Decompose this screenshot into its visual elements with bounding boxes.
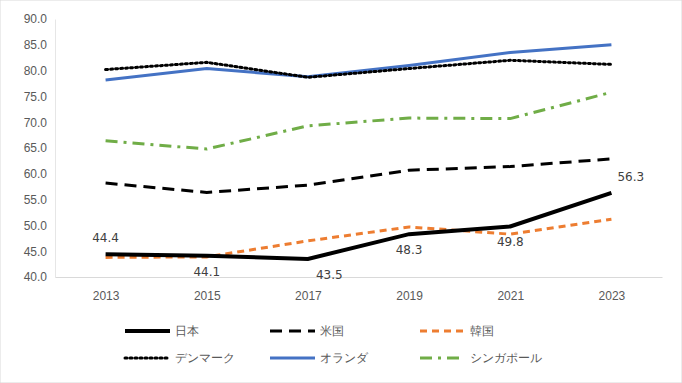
x-tick: 2023 — [599, 277, 626, 303]
x-tick-label: 2023 — [599, 289, 626, 303]
y-axis-line — [55, 20, 56, 278]
series-line — [106, 45, 612, 80]
lines — [106, 45, 612, 259]
x-tick-label: 2013 — [93, 289, 120, 303]
x-tick: 2019 — [396, 277, 423, 303]
y-tick-label: 60.0 — [24, 167, 48, 181]
y-tick-label: 65.0 — [24, 141, 48, 155]
y-tick-label: 70.0 — [24, 116, 48, 130]
y-tick: 70.0 — [24, 116, 55, 130]
y-tick: 90.0 — [24, 12, 55, 26]
y-tick: 60.0 — [24, 167, 55, 181]
y-tick-label: 85.0 — [24, 38, 48, 52]
x-tick-label: 2019 — [396, 289, 423, 303]
y-tick: 80.0 — [24, 64, 55, 78]
series-line — [106, 193, 612, 259]
legend-item: デンマーク — [125, 351, 235, 365]
x-tick: 2015 — [194, 277, 221, 303]
y-tick: 50.0 — [24, 219, 55, 233]
y-tick: 45.0 — [24, 245, 55, 259]
series-line — [106, 92, 612, 149]
series-line — [106, 159, 612, 193]
legend-label: デンマーク — [175, 351, 235, 365]
legend-item: シンガポール — [420, 351, 542, 365]
y-tick: 65.0 — [24, 141, 55, 155]
legend-swatch — [270, 357, 315, 360]
x-tick: 2013 — [93, 277, 120, 303]
data-label: 56.3 — [617, 170, 644, 184]
series-line — [106, 60, 612, 77]
data-label: 48.3 — [396, 243, 423, 257]
y-tick-label: 55.0 — [24, 193, 48, 207]
y-tick: 75.0 — [24, 90, 55, 104]
x-axis-line — [56, 277, 663, 278]
legend-label: 日本 — [175, 324, 199, 338]
background — [0, 0, 682, 383]
data-label: 43.5 — [316, 268, 343, 282]
y-tick-label: 45.0 — [24, 245, 48, 259]
legend-label: 韓国 — [470, 324, 494, 338]
data-label: 44.1 — [193, 265, 220, 279]
chart: 40.0 45.0 50.0 55.0 60.0 65.0 70.0 75.0 80.0 85.0… — [0, 0, 682, 383]
y-tick-label: 40.0 — [24, 270, 48, 284]
y-axis: 40.0 45.0 50.0 55.0 60.0 65.0 70.0 75.0 80.0 85.0… — [24, 12, 56, 284]
y-tick: 55.0 — [24, 193, 55, 207]
series-line — [106, 219, 612, 257]
legend-label: オランダ — [320, 351, 369, 365]
y-tick-label: 90.0 — [24, 12, 48, 26]
y-tick-label: 75.0 — [24, 90, 48, 104]
legend-item: 韓国 — [420, 324, 494, 338]
legend: 日本 米国 韓国デンマーク オランダ シンガポール — [125, 324, 542, 365]
y-tick: 40.0 — [24, 270, 55, 284]
legend-swatch — [270, 330, 315, 333]
legend-label: 米国 — [320, 324, 344, 338]
legend-swatch — [420, 357, 465, 360]
x-tick: 2021 — [497, 277, 524, 303]
x-tick-label: 2015 — [194, 289, 221, 303]
legend-item: 米国 — [270, 324, 344, 338]
y-tick-label: 50.0 — [24, 219, 48, 233]
x-axis: 2013 2015 2017 2019 2021 2023 — [56, 277, 663, 303]
legend-label: シンガポール — [470, 351, 542, 365]
legend-swatch — [125, 357, 170, 360]
legend-swatch — [420, 330, 465, 333]
x-tick-label: 2017 — [295, 289, 322, 303]
legend-item: オランダ — [270, 351, 369, 365]
y-tick: 85.0 — [24, 38, 55, 52]
legend-swatch — [125, 329, 170, 333]
x-tick-label: 2021 — [497, 289, 524, 303]
data-labels: 44.4 44.1 43.5 48.3 49.8 56.3 — [92, 170, 644, 282]
y-tick-label: 80.0 — [24, 64, 48, 78]
legend-item: 日本 — [125, 324, 199, 338]
data-label: 49.8 — [497, 235, 524, 249]
data-label: 44.4 — [92, 231, 119, 245]
